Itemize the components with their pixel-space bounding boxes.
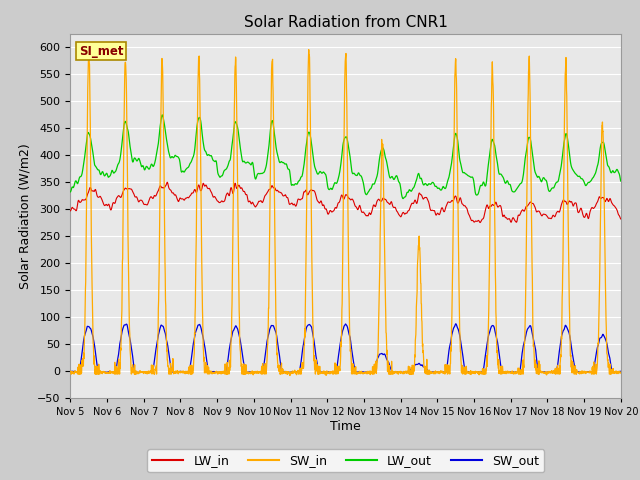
Legend: LW_in, SW_in, LW_out, SW_out: LW_in, SW_in, LW_out, SW_out bbox=[147, 449, 544, 472]
X-axis label: Time: Time bbox=[330, 420, 361, 433]
Title: Solar Radiation from CNR1: Solar Radiation from CNR1 bbox=[244, 15, 447, 30]
Y-axis label: Solar Radiation (W/m2): Solar Radiation (W/m2) bbox=[19, 143, 32, 289]
Text: SI_met: SI_met bbox=[79, 45, 123, 58]
